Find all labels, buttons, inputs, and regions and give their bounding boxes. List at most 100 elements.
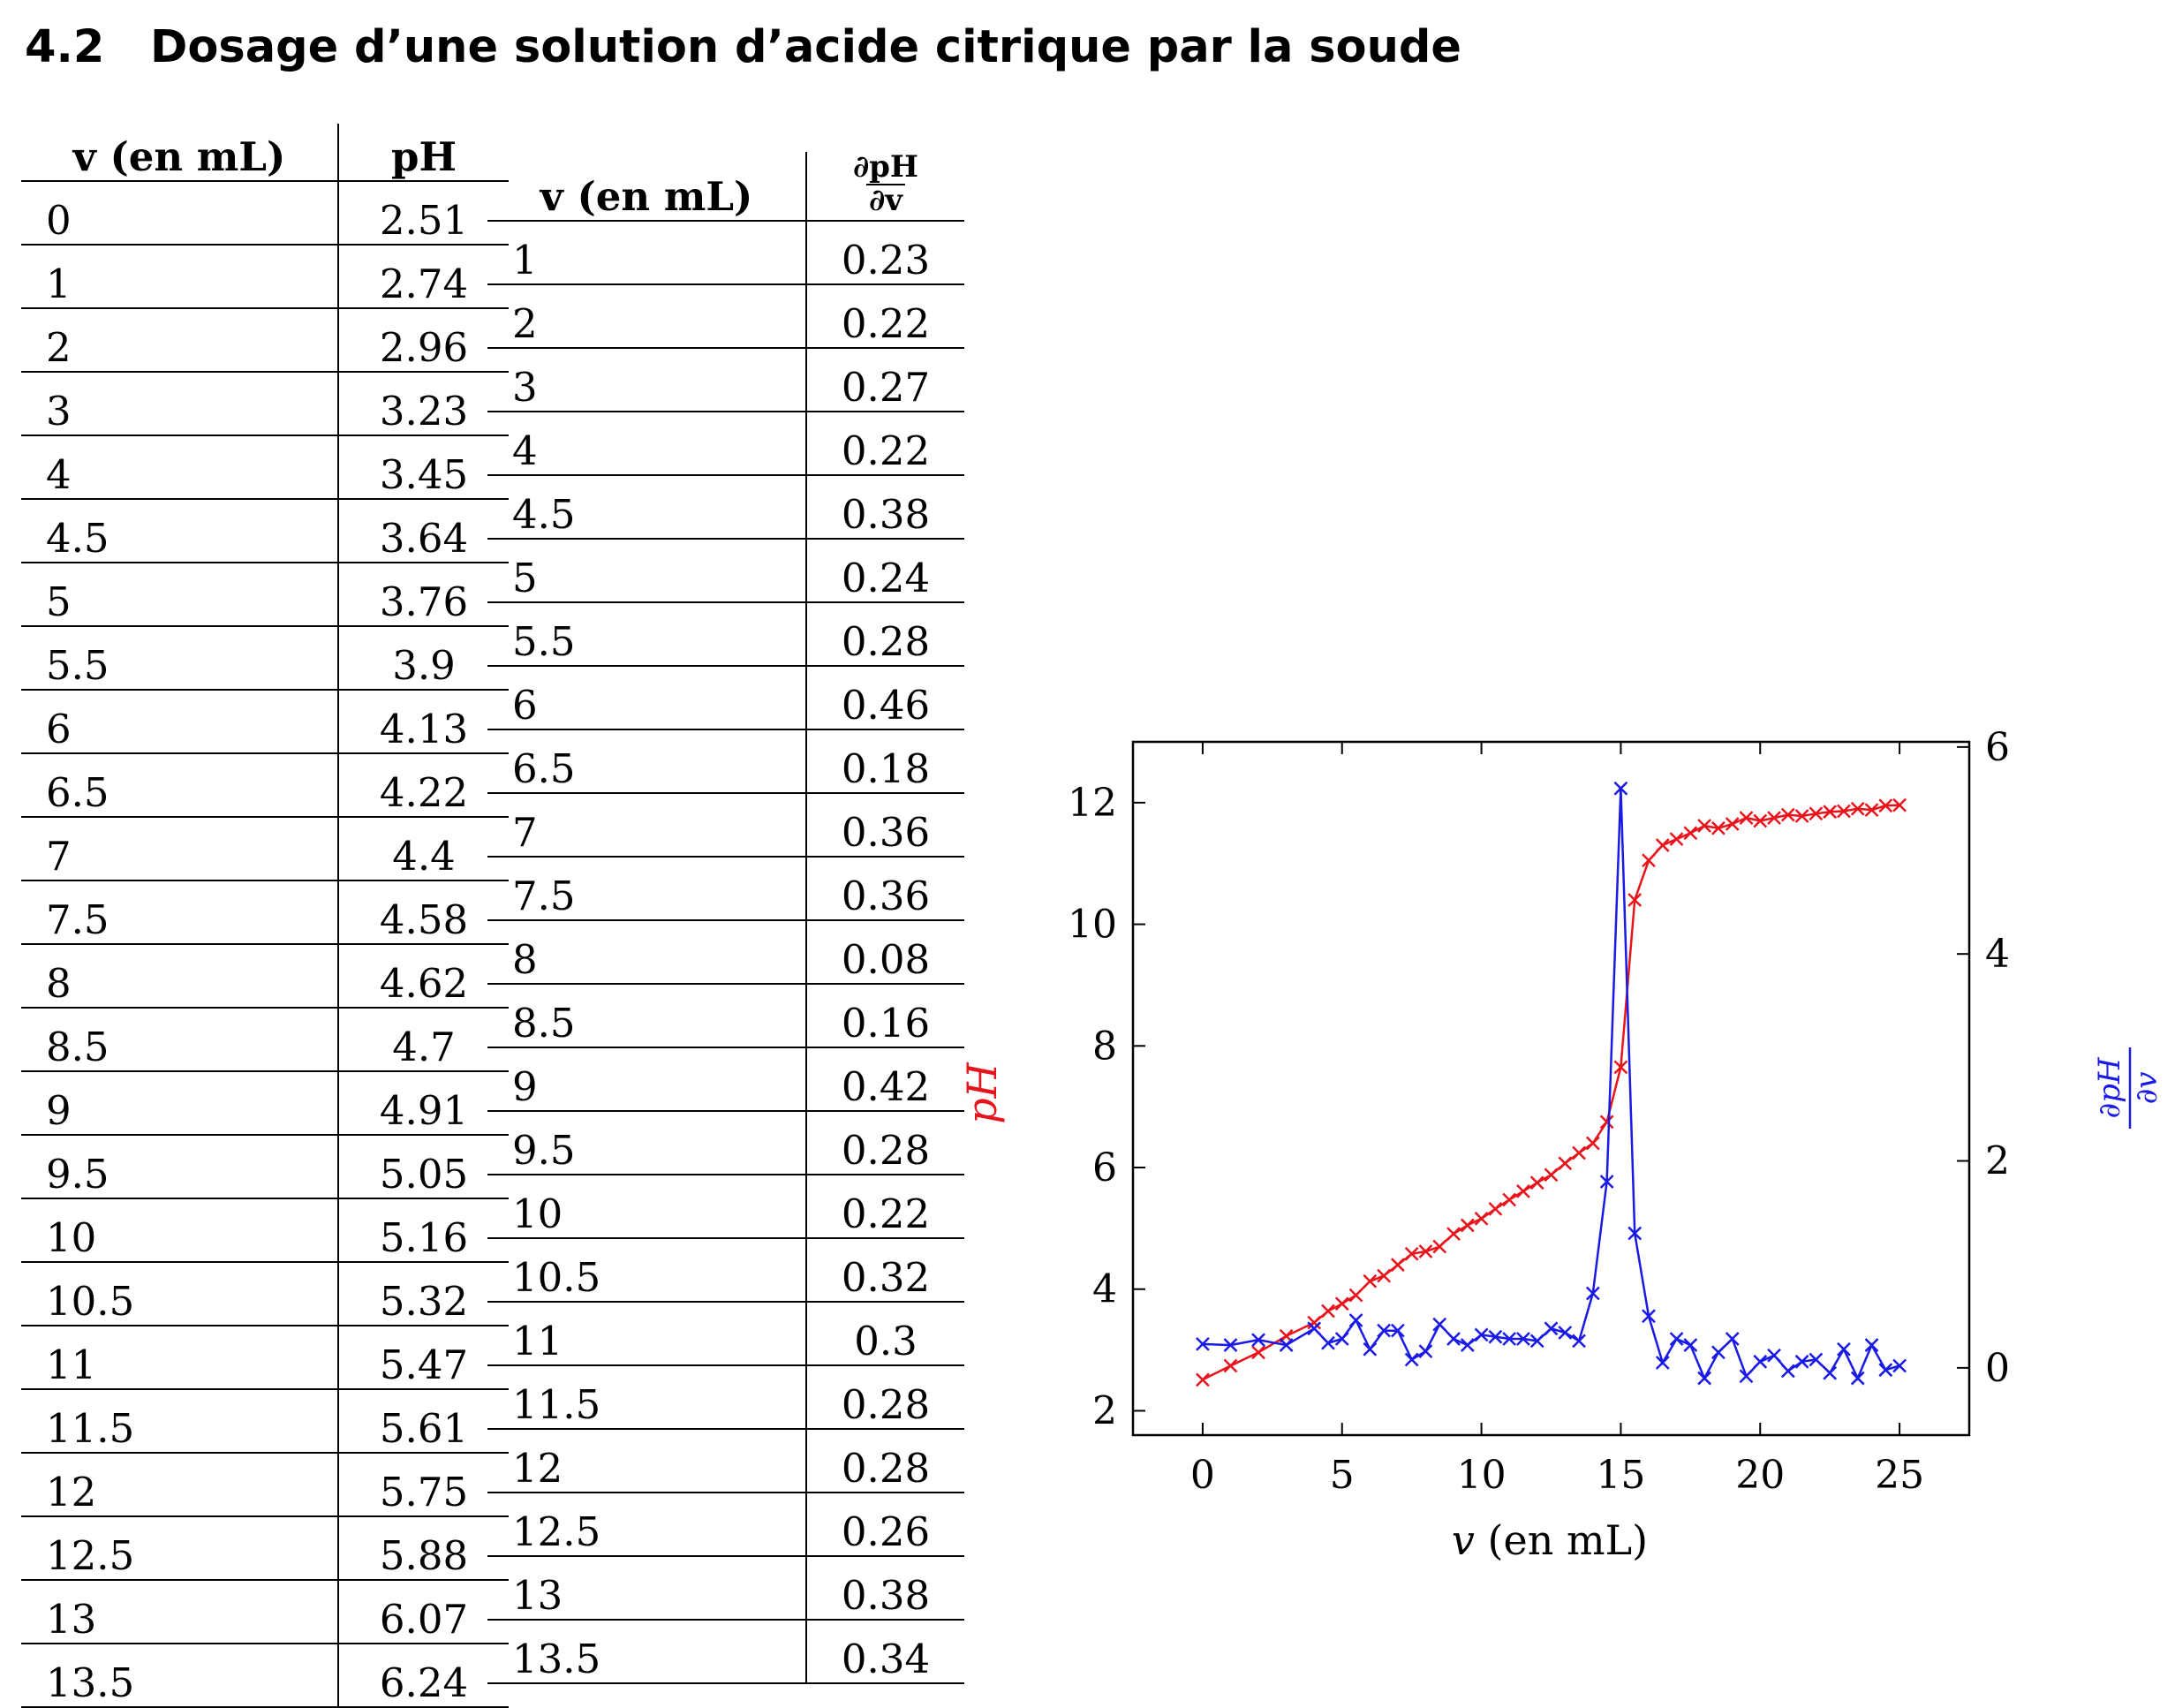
data-point-derivative	[1697, 1371, 1712, 1386]
data-point-ph	[1613, 1060, 1628, 1075]
data-point-ph	[1251, 1345, 1265, 1360]
dph-cell-volume: 11.5	[487, 1365, 807, 1431]
dph-cell-volume: 6	[487, 666, 807, 731]
ph-cell-value: 4.91	[338, 1071, 509, 1136]
ph-cell-volume: 6	[21, 690, 339, 754]
ph-cell-volume: 8.5	[21, 1008, 339, 1072]
ph-row: 8 4.62	[21, 944, 509, 1009]
left-tick-label: 10	[1068, 903, 1117, 948]
dph-cell-value: 0.28	[806, 602, 964, 668]
ph-row: 4 3.45	[21, 435, 509, 500]
ph-row: 12.5 5.88	[21, 1516, 509, 1581]
ph-cell-volume: 0	[21, 181, 339, 246]
ph-cell-volume: 4.5	[21, 499, 339, 563]
data-point-ph	[1878, 798, 1893, 813]
dph-row: 8 0.08	[487, 920, 964, 986]
data-point-ph	[1697, 819, 1712, 833]
data-point-ph	[1418, 1244, 1433, 1258]
ph-cell-value: 5.16	[338, 1198, 509, 1263]
dph-row: 1 0.23	[487, 221, 964, 286]
ph-cell-value: 6.07	[338, 1580, 509, 1644]
data-point-ph	[1599, 1115, 1614, 1130]
dph-cell-value: 0.42	[806, 1047, 964, 1113]
data-point-ph	[1223, 1358, 1238, 1373]
ph-cell-value: 5.32	[338, 1262, 509, 1326]
data-point-derivative	[1739, 1369, 1754, 1384]
ph-cell-volume: 7	[21, 817, 339, 881]
dph-cell-value: 0.38	[806, 475, 964, 540]
data-point-derivative	[1878, 1363, 1893, 1378]
dph-cell-volume: 7.5	[487, 857, 807, 922]
ph-cell-value: 4.4	[338, 817, 509, 881]
dph-cell-value: 0.22	[806, 1175, 964, 1240]
ph-row: 4.5 3.64	[21, 499, 509, 563]
derivative-fraction: ∂pH ∂v	[850, 149, 921, 216]
ph-cell-volume: 1	[21, 245, 339, 309]
dph-cell-volume: 3	[487, 348, 807, 413]
ph-cell-value: 4.7	[338, 1008, 509, 1072]
data-point-ph	[1725, 817, 1740, 831]
data-point-derivative	[1363, 1341, 1378, 1357]
ph-cell-volume: 9	[21, 1071, 339, 1136]
ph-cell-value: 2.74	[338, 245, 509, 309]
ph-cell-volume: 8	[21, 944, 339, 1009]
data-point-derivative	[1599, 1175, 1614, 1189]
data-point-derivative	[1809, 1352, 1824, 1367]
dph-cell-value: 0.23	[806, 221, 964, 286]
series-ph	[1196, 797, 1907, 1387]
data-point-ph	[1823, 805, 1838, 820]
data-point-ph	[1196, 1372, 1210, 1387]
data-point-ph	[1655, 838, 1670, 852]
data-point-derivative	[1432, 1317, 1447, 1332]
data-point-derivative	[1892, 1358, 1907, 1373]
dph-cell-value: 0.08	[806, 920, 964, 986]
data-point-derivative	[1474, 1327, 1489, 1342]
ph-cell-value: 6.24	[338, 1644, 509, 1708]
ph-cell-value: 4.58	[338, 880, 509, 945]
data-point-derivative	[1864, 1338, 1879, 1352]
ph-cell-value: 3.45	[338, 435, 509, 500]
right-tick-label: 4	[1985, 932, 2010, 977]
data-point-derivative	[1767, 1348, 1781, 1363]
dph-cell-volume: 7	[487, 793, 807, 858]
ph-row: 5 3.76	[21, 563, 509, 627]
dph-row: 6.5 0.18	[487, 729, 964, 795]
dph-cell-value: 0.22	[806, 284, 964, 350]
data-point-derivative	[1460, 1338, 1475, 1352]
dph-cell-value: 0.16	[806, 984, 964, 1049]
dph-row: 12 0.28	[487, 1429, 964, 1494]
data-point-derivative	[1572, 1334, 1586, 1349]
ph-row: 12 5.75	[21, 1453, 509, 1517]
x-tick-label: 10	[1457, 1453, 1507, 1498]
dph-row: 11.5 0.28	[487, 1365, 964, 1431]
dph-cell-volume: 11	[487, 1302, 807, 1367]
dph-row: 13.5 0.34	[487, 1620, 964, 1685]
series-layer	[1196, 781, 1907, 1387]
data-point-derivative	[1307, 1321, 1322, 1336]
ph-row: 2 2.96	[21, 308, 509, 373]
dph-cell-value: 0.27	[806, 348, 964, 413]
derivative-table-header-volume: v (en mL)	[487, 152, 807, 223]
data-point-ph	[1794, 809, 1809, 823]
ph-cell-volume: 12.5	[21, 1516, 339, 1581]
ph-cell-volume: 6.5	[21, 753, 339, 818]
data-point-ph	[1334, 1296, 1349, 1311]
data-point-ph	[1529, 1175, 1544, 1190]
dph-cell-value: 0.18	[806, 729, 964, 795]
dph-row: 4 0.22	[487, 412, 964, 477]
right-tick-label: 6	[1985, 725, 2010, 770]
data-point-derivative	[1585, 1286, 1600, 1301]
data-point-derivative	[1488, 1329, 1503, 1344]
dph-row: 11 0.3	[487, 1302, 964, 1367]
right-axis-label: ∂pH ∂v	[2092, 1047, 2164, 1129]
dph-cell-value: 0.46	[806, 666, 964, 731]
dph-cell-value: 0.26	[806, 1493, 964, 1558]
data-point-derivative	[1794, 1354, 1809, 1369]
plot-frame	[1131, 740, 1971, 1437]
derivative-numerator: ∂pH	[852, 149, 919, 185]
data-point-ph	[1348, 1288, 1363, 1303]
dph-row: 9 0.42	[487, 1047, 964, 1113]
data-point-ph	[1432, 1239, 1447, 1254]
ph-row: 6 4.13	[21, 690, 509, 754]
data-point-derivative	[1348, 1313, 1363, 1327]
